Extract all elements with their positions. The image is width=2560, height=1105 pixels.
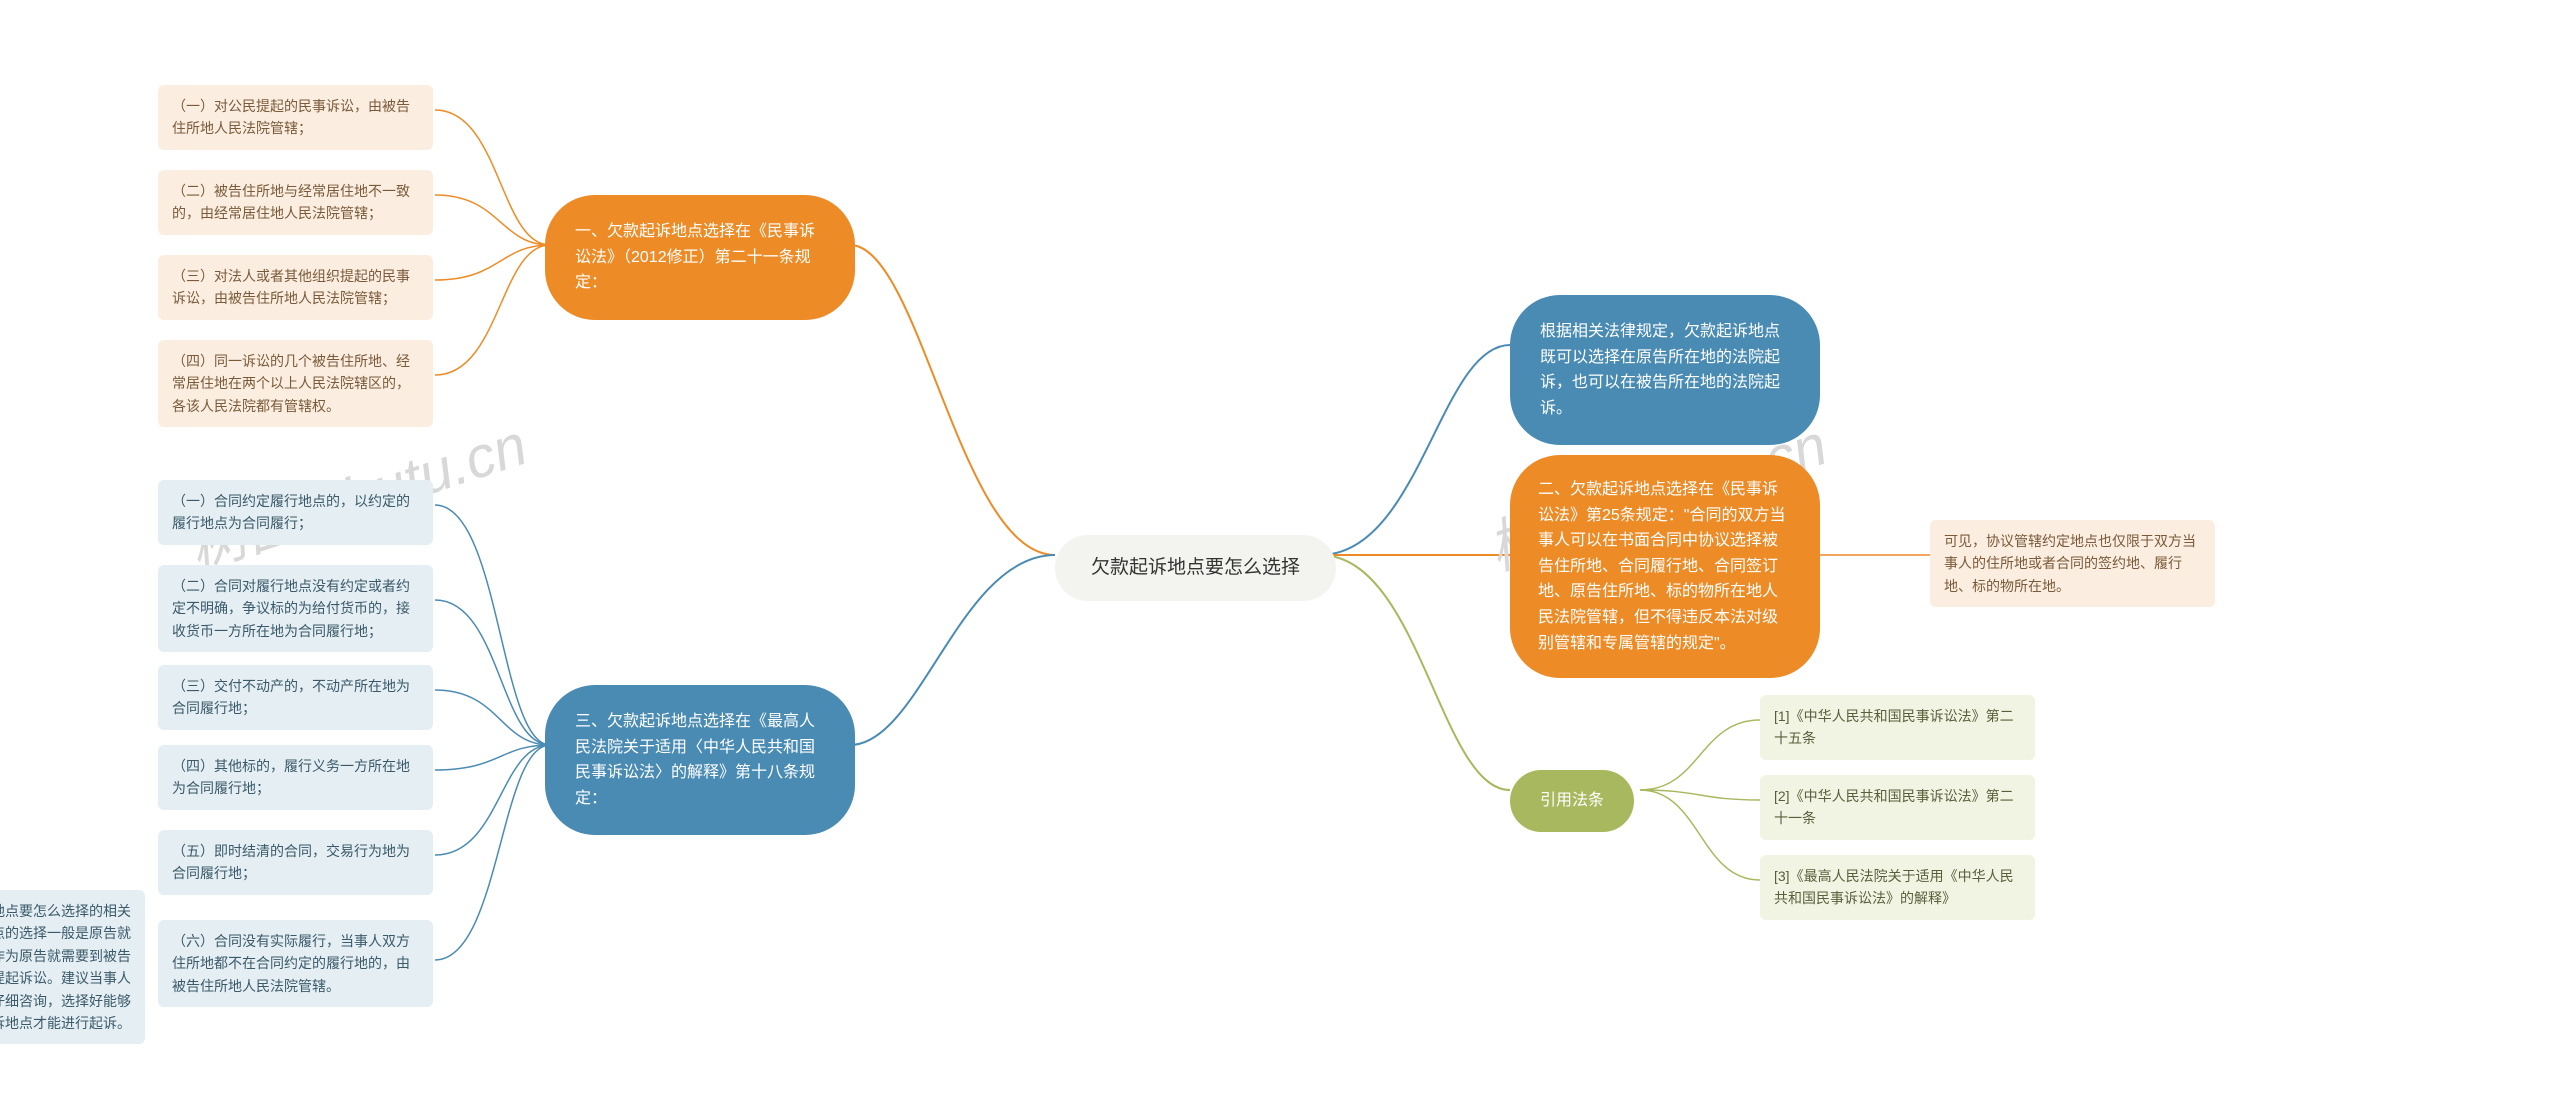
leaf-L3-3: （四）其他标的，履行义务一方所在地为合同履行地； <box>158 745 433 810</box>
leaf-L3-extra: 以上就是欠款起诉地点要怎么选择的相关内容，欠款起诉地点的选择一般是原告就被告的起… <box>0 890 145 1044</box>
leaf-L3-4: （五）即时结清的合同，交易行为地为合同履行地； <box>158 830 433 895</box>
leaf-L3-2: （三）交付不动产的，不动产所在地为合同履行地； <box>158 665 433 730</box>
leaf-L1-2: （三）对法人或者其他组织提起的民事诉讼，由被告住所地人民法院管辖； <box>158 255 433 320</box>
branch-R0: 根据相关法律规定，欠款起诉地点既可以选择在原告所在地的法院起诉，也可以在被告所在… <box>1510 295 1820 445</box>
leaf-R4-0: [1]《中华人民共和国民事诉讼法》第二十五条 <box>1760 695 2035 760</box>
leaf-R4-1: [2]《中华人民共和国民事诉讼法》第二十一条 <box>1760 775 2035 840</box>
center-node: 欠款起诉地点要怎么选择 <box>1055 535 1336 601</box>
leaf-L1-0: （一）对公民提起的民事诉讼，由被告住所地人民法院管辖； <box>158 85 433 150</box>
branch-R2: 二、欠款起诉地点选择在《民事诉讼法》第25条规定："合同的双方当事人可以在书面合… <box>1510 455 1820 678</box>
branch-R4: 引用法条 <box>1510 770 1634 832</box>
leaf-L1-1: （二）被告住所地与经常居住地不一致的，由经常居住地人民法院管辖； <box>158 170 433 235</box>
leaf-R2-0: 可见，协议管辖约定地点也仅限于双方当事人的住所地或者合同的签约地、履行地、标的物… <box>1930 520 2215 607</box>
branch-L3: 三、欠款起诉地点选择在《最高人民法院关于适用〈中华人民共和国民事诉讼法〉的解释》… <box>545 685 855 835</box>
leaf-L3-1: （二）合同对履行地点没有约定或者约定不明确，争议标的为给付货币的，接收货币一方所… <box>158 565 433 652</box>
branch-L1: 一、欠款起诉地点选择在《民事诉讼法》（2012修正）第二十一条规定： <box>545 195 855 320</box>
leaf-R4-2: [3]《最高人民法院关于适用《中华人民共和国民事诉讼法》的解释》 <box>1760 855 2035 920</box>
leaf-L3-5: （六）合同没有实际履行，当事人双方住所地都不在合同约定的履行地的，由被告住所地人… <box>158 920 433 1007</box>
leaf-L1-3: （四）同一诉讼的几个被告住所地、经常居住地在两个以上人民法院辖区的，各该人民法院… <box>158 340 433 427</box>
leaf-L3-0: （一）合同约定履行地点的，以约定的履行地点为合同履行； <box>158 480 433 545</box>
